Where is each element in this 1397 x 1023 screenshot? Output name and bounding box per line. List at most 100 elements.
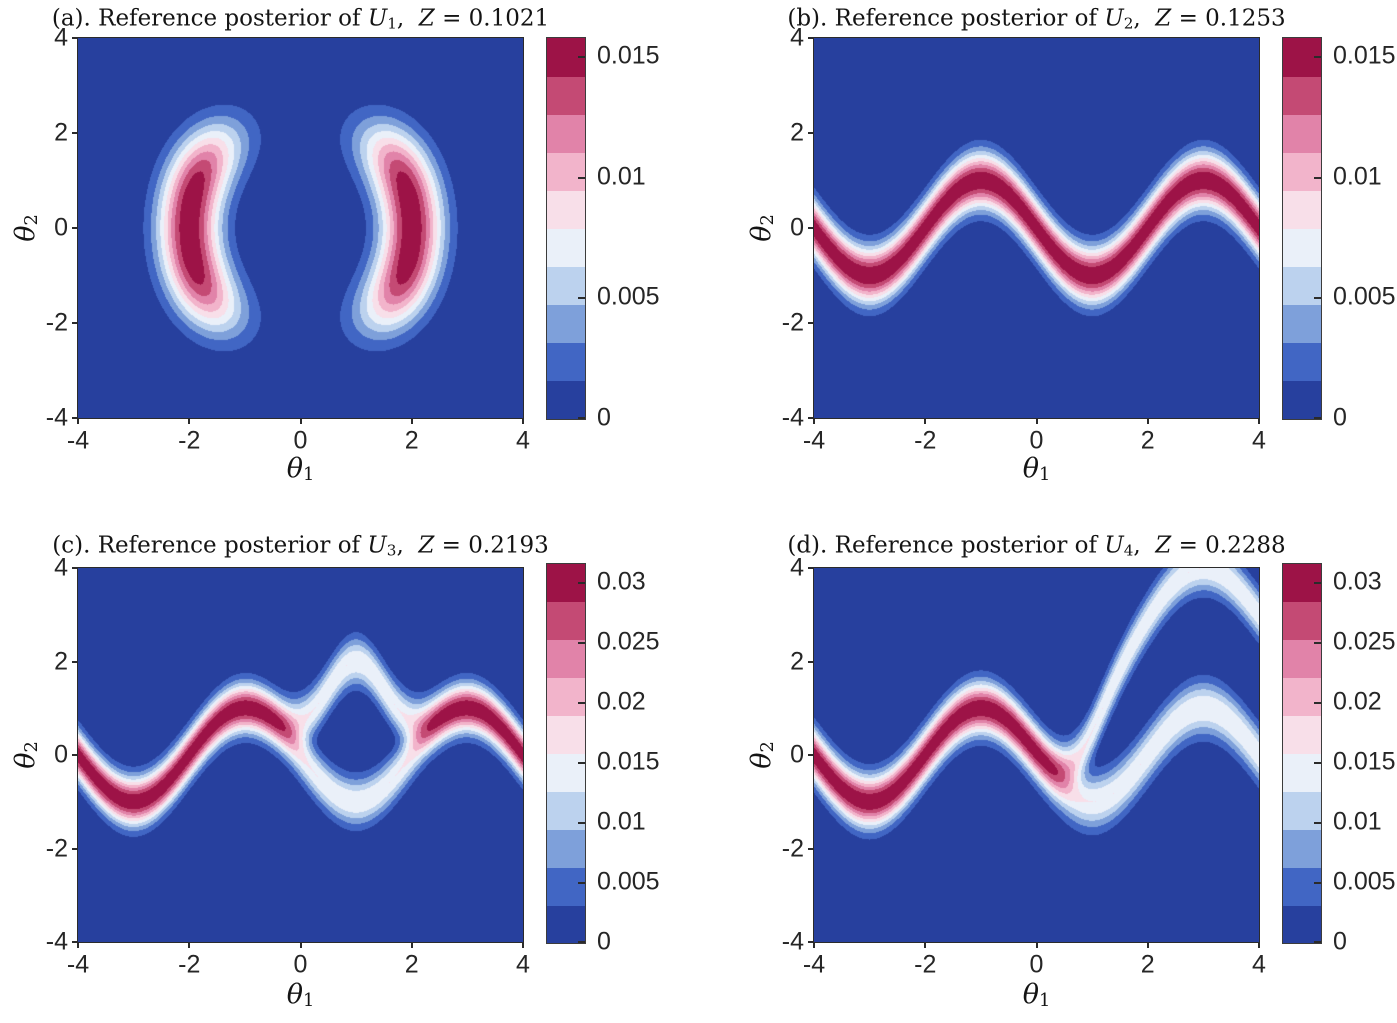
colorbar-tick-label: 0.02 bbox=[597, 687, 646, 716]
theta-symbol: θ bbox=[9, 225, 41, 242]
theta-subscript: 2 bbox=[21, 214, 43, 226]
title-separator: , bbox=[396, 532, 419, 559]
theta-symbol: θ bbox=[1022, 452, 1039, 484]
y-tick-mark bbox=[808, 227, 813, 229]
colorbar-tick-label: 0.015 bbox=[597, 747, 660, 776]
colorbar-band bbox=[547, 190, 585, 229]
y-tick-label: -2 bbox=[45, 308, 68, 337]
x-tick-label: 0 bbox=[293, 950, 308, 979]
panel-title-a: (a). Reference posterior of U1, Z = 0.10… bbox=[52, 6, 549, 33]
x-axis-label-a: θ1 bbox=[287, 453, 315, 485]
theta-symbol: θ bbox=[745, 752, 777, 769]
y-axis-label-c: θ2 bbox=[10, 741, 42, 769]
colorbar-band bbox=[1283, 304, 1321, 344]
colorbar-tick-mark bbox=[1314, 297, 1321, 300]
y-tick-mark bbox=[72, 847, 77, 850]
evidence-value: = 0.2288 bbox=[1171, 532, 1286, 559]
y-tick-mark bbox=[72, 227, 77, 229]
theta-symbol: θ bbox=[286, 452, 303, 484]
y-tick-mark bbox=[808, 567, 813, 569]
math-subscript: 1 bbox=[387, 14, 397, 33]
x-axis-label-b: θ1 bbox=[1023, 453, 1051, 485]
colorbar-tick-label: 0.03 bbox=[597, 567, 646, 596]
colorbar-tick-label: 0.005 bbox=[597, 867, 660, 896]
title-text: (b). Reference posterior of bbox=[787, 5, 1105, 32]
y-tick-label: -2 bbox=[45, 834, 68, 862]
theta-subscript: 1 bbox=[302, 464, 315, 486]
colorbar-tick-mark bbox=[578, 762, 585, 765]
contour-plot-a bbox=[77, 37, 524, 419]
colorbar-band bbox=[1283, 228, 1321, 268]
colorbar-band bbox=[547, 76, 585, 115]
x-tick-mark bbox=[1146, 419, 1149, 424]
colorbar-tick-label: 0.005 bbox=[1333, 282, 1396, 311]
colorbar-tick-label: 0 bbox=[597, 403, 611, 432]
math-var-z: Z bbox=[1155, 532, 1172, 559]
x-tick-label: -2 bbox=[914, 426, 937, 455]
colorbar-tick-mark bbox=[1314, 642, 1321, 645]
colorbar-tick-mark bbox=[1314, 417, 1321, 419]
y-tick-mark bbox=[808, 754, 813, 756]
math-script-u: U bbox=[1104, 532, 1124, 559]
colorbar-tick-label: 0.025 bbox=[597, 627, 660, 656]
colorbar-band bbox=[1283, 905, 1321, 944]
colorbar-tick-label: 0.01 bbox=[1333, 162, 1382, 191]
colorbar-band bbox=[1283, 190, 1321, 229]
y-tick-label: -4 bbox=[45, 927, 68, 956]
title-text: (c). Reference posterior of bbox=[52, 532, 368, 559]
y-tick-label: 0 bbox=[790, 213, 804, 242]
x-tick-label: -4 bbox=[802, 426, 826, 455]
y-tick-label: 2 bbox=[790, 118, 804, 147]
math-script-u: U bbox=[367, 532, 387, 559]
colorbar-tick-mark bbox=[578, 176, 585, 179]
x-tick-label: -4 bbox=[66, 950, 90, 979]
colorbar-tick-mark bbox=[578, 702, 585, 705]
colorbar-tick-mark bbox=[578, 642, 585, 645]
panel-title-c: (c). Reference posterior of U3, Z = 0.21… bbox=[52, 533, 548, 560]
colorbar-band bbox=[547, 639, 585, 679]
colorbar-band bbox=[1283, 753, 1321, 792]
theta-subscript: 2 bbox=[21, 741, 43, 753]
colorbar-tick-label: 0 bbox=[1333, 927, 1347, 956]
contour-plot-d bbox=[813, 567, 1260, 943]
math-subscript: 4 bbox=[1123, 541, 1134, 560]
colorbar-tick-label: 0.01 bbox=[597, 162, 646, 191]
x-tick-label: -2 bbox=[178, 950, 201, 979]
x-axis-label-c: θ1 bbox=[287, 979, 315, 1011]
theta-subscript: 1 bbox=[302, 990, 315, 1012]
title-text: (a). Reference posterior of bbox=[51, 5, 368, 32]
colorbar-band bbox=[1283, 76, 1321, 115]
x-tick-mark bbox=[299, 419, 302, 424]
colorbar-band bbox=[547, 905, 585, 944]
colorbar-tick-label: 0 bbox=[1333, 403, 1347, 432]
y-tick-label: -2 bbox=[781, 834, 804, 862]
x-tick-mark bbox=[410, 943, 413, 948]
title-separator: , bbox=[1133, 5, 1156, 32]
colorbar-tick-label: 0.01 bbox=[597, 807, 646, 836]
theta-symbol: θ bbox=[9, 752, 41, 769]
y-tick-mark bbox=[808, 37, 813, 39]
y-tick-mark bbox=[72, 660, 77, 663]
colorbar-band bbox=[547, 715, 585, 754]
evidence-value: = 0.2193 bbox=[434, 532, 549, 559]
x-tick-mark bbox=[410, 419, 413, 424]
y-axis-label-b: θ2 bbox=[746, 214, 778, 242]
colorbar-band bbox=[1283, 152, 1321, 191]
colorbar-band bbox=[1283, 342, 1321, 382]
y-tick-label: -4 bbox=[45, 403, 68, 432]
y-tick-label: -4 bbox=[781, 927, 804, 956]
contour-plot-b bbox=[813, 37, 1260, 419]
x-tick-mark bbox=[924, 943, 927, 948]
colorbar-tick-mark bbox=[578, 56, 585, 59]
theta-subscript: 2 bbox=[757, 214, 779, 226]
y-tick-mark bbox=[808, 132, 813, 134]
colorbar-tick-mark bbox=[1314, 882, 1321, 885]
colorbar-tick-label: 0.015 bbox=[1333, 747, 1396, 776]
x-axis-label-d: θ1 bbox=[1023, 979, 1051, 1011]
theta-subscript: 1 bbox=[1038, 990, 1051, 1012]
panel-title-b: (b). Reference posterior of U2, Z = 0.12… bbox=[787, 6, 1285, 33]
colorbar-band bbox=[1283, 867, 1321, 906]
colorbar-band bbox=[547, 342, 585, 382]
colorbar-tick-label: 0.02 bbox=[1333, 687, 1382, 716]
y-tick-label: -4 bbox=[781, 403, 804, 432]
